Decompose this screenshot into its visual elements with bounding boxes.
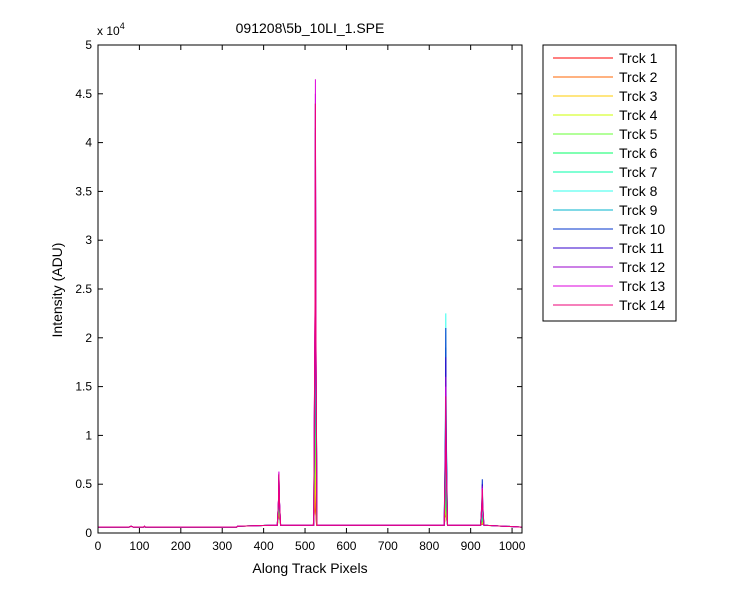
- plot-area: [97, 44, 523, 534]
- legend-box: [542, 44, 677, 322]
- y-tick-label: 2.5: [75, 282, 92, 296]
- series-line: [98, 132, 523, 528]
- legend-entry: Trck 2: [619, 69, 658, 85]
- legend-entry: Trck 4: [619, 107, 658, 123]
- x-tick-label: 100: [129, 539, 149, 553]
- y-tick-label: 1.5: [75, 380, 92, 394]
- y-axis: 0 0.5 1 1.5 2 2.5 3 3.5 4 4.5 5: [75, 38, 522, 540]
- y-tick-label: 0: [85, 526, 92, 540]
- legend-entry: Trck 6: [619, 145, 658, 161]
- legend-entry: Trck 14: [619, 297, 665, 313]
- series-line: [98, 484, 523, 528]
- x-tick-label: 400: [254, 539, 274, 553]
- y-tick-label: 4: [85, 136, 92, 150]
- series-line: [98, 79, 523, 528]
- legend-entry: Trck 10: [619, 221, 665, 237]
- x-axis: 0 100 200 300 400 500 600 700 800 900 1000: [95, 45, 526, 553]
- legend-entry: Trck 5: [619, 126, 658, 142]
- y-tick-label: 3.5: [75, 184, 92, 198]
- x-tick-label: 900: [461, 539, 481, 553]
- x-tick-label: 200: [171, 539, 191, 553]
- series-line: [98, 288, 523, 528]
- x-tick-label: 0: [95, 539, 102, 553]
- y-axis-multiplier-exponent: 4: [120, 21, 125, 31]
- x-tick-label: 1000: [499, 539, 526, 553]
- legend-entry: Trck 1: [619, 50, 658, 66]
- y-tick-label: 0.5: [75, 477, 92, 491]
- y-tick-label: 2: [85, 331, 92, 345]
- series-line: [98, 415, 523, 528]
- x-tick-label: 800: [419, 539, 439, 553]
- legend-entry: Trck 7: [619, 164, 658, 180]
- series-line: [98, 454, 523, 528]
- y-axis-multiplier: x 104: [97, 21, 125, 38]
- series-line: [98, 127, 523, 528]
- series-line: [98, 103, 523, 528]
- legend: Trck 1 Trck 2 Trck 3 Trck 4 Trck 5 Trck 6 Trck…: [542, 44, 677, 322]
- y-tick-label: 3: [85, 233, 92, 247]
- series-line: [98, 162, 523, 528]
- legend-entry: Trck 3: [619, 88, 658, 104]
- legend-entry: Trck 11: [619, 240, 664, 256]
- x-tick-label: 700: [378, 539, 398, 553]
- x-axis-label: Along Track Pixels: [252, 560, 367, 576]
- plot-lines: [98, 79, 523, 528]
- series-line: [98, 357, 523, 528]
- y-tick-label: 4.5: [75, 87, 92, 101]
- x-tick-label: 600: [336, 539, 356, 553]
- chart-title: 091208\5b_10LI_1.SPE: [236, 20, 385, 36]
- x-tick-label: 500: [295, 539, 315, 553]
- series-line: [98, 93, 523, 528]
- series-line: [98, 103, 523, 528]
- legend-entry: Trck 8: [619, 183, 658, 199]
- legend-entry: Trck 12: [619, 259, 665, 275]
- y-tick-label: 5: [85, 38, 92, 52]
- series-line: [98, 220, 523, 528]
- legend-entry: Trck 13: [619, 278, 665, 294]
- series-line: [98, 489, 523, 528]
- y-axis-label: Intensity (ADU): [49, 243, 65, 338]
- legend-entry: Trck 9: [619, 202, 658, 218]
- x-tick-label: 300: [212, 539, 232, 553]
- y-tick-label: 1: [85, 428, 92, 442]
